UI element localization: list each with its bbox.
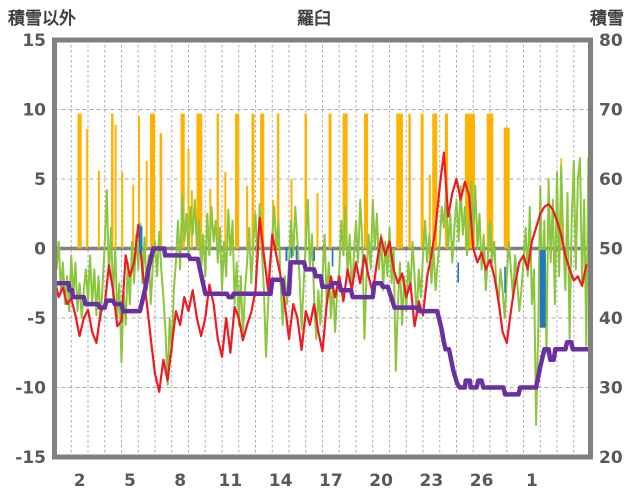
blue-precip-bar — [285, 247, 288, 262]
x-axis-tick: 17 — [319, 471, 343, 491]
snow-depth-line — [52, 246, 593, 397]
left-axis-tick: -15 — [15, 448, 46, 468]
blue-precip-bar — [139, 226, 143, 253]
orange-precip-bar — [328, 113, 332, 249]
orange-precip-bar — [149, 113, 155, 249]
orange-precip-bar — [180, 113, 185, 249]
right-axis-tick: 30 — [599, 379, 623, 399]
orange-precip-bar — [246, 185, 249, 249]
red-series-line — [53, 151, 588, 393]
orange-precip-bar — [464, 113, 475, 249]
right-axis-tick: 70 — [599, 101, 623, 121]
orange-precip-bar — [432, 113, 438, 249]
orange-precip-bar — [363, 113, 369, 249]
right-axis-tick: 80 — [599, 31, 623, 51]
orange-precip-bar — [486, 113, 494, 249]
orange-precip-bar — [138, 116, 141, 249]
orange-precip-bar — [420, 113, 424, 249]
orange-precip-bar — [145, 160, 148, 249]
orange-precip-bar — [224, 172, 227, 249]
left-axis-tick: 10 — [22, 101, 46, 121]
orange-precip-bar — [196, 113, 203, 249]
orange-precip-bar — [316, 192, 319, 249]
orange-precip-bar — [187, 148, 190, 249]
green-series-line — [53, 157, 590, 426]
left-axis-tick: 5 — [34, 170, 46, 190]
right-axis-title: 積雪 — [590, 9, 624, 29]
orange-precip-bar — [342, 113, 348, 249]
left-axis-tick: 15 — [22, 31, 46, 51]
right-axis-tick: 40 — [599, 309, 623, 329]
left-axis-tick: 0 — [34, 240, 46, 260]
x-axis-tick: 5 — [124, 471, 136, 491]
blue-precip-bar — [539, 249, 546, 328]
right-axis-tick: 50 — [599, 240, 623, 260]
orange-precip-bar — [251, 113, 255, 249]
left-axis-tick: -10 — [15, 379, 46, 399]
orange-precip-bar — [111, 113, 114, 249]
left-axis-title: 積雪以外 — [8, 9, 76, 29]
orange-precip-bar — [503, 127, 510, 249]
right-axis-tick: 20 — [599, 448, 623, 468]
orange-precip-bar — [97, 170, 100, 249]
orange-precip-bar — [408, 113, 411, 249]
orange-precip-bar — [159, 133, 163, 249]
orange-precip-bar — [276, 113, 280, 249]
orange-precip-bar — [132, 184, 135, 249]
blue-precip-bar — [504, 266, 506, 293]
blue-precip-bar — [313, 249, 315, 262]
x-axis-tick: 1 — [526, 471, 538, 491]
blue-precip-bar — [290, 247, 293, 259]
orange-precip-bar — [86, 128, 89, 249]
x-axis-tick: 23 — [420, 471, 444, 491]
x-axis-tick: 14 — [269, 471, 293, 491]
chart-title: 羅臼 — [297, 9, 331, 29]
x-axis-tick: 20 — [369, 471, 393, 491]
blue-precip-bar — [295, 245, 298, 264]
orange-precip-bar — [114, 124, 117, 249]
orange-precip-bar — [396, 113, 403, 249]
orange-precip-bar — [234, 113, 240, 249]
right-axis-tick: 60 — [599, 170, 623, 190]
blue-precip-bar — [331, 249, 334, 267]
plot-border — [52, 37, 593, 460]
orange-precip-bar — [428, 174, 431, 249]
blue-precip-bar — [457, 262, 460, 283]
left-axis-tick: -5 — [27, 309, 46, 329]
orange-precip-bar — [77, 113, 82, 249]
x-axis-tick: 8 — [174, 471, 186, 491]
orange-precip-bar — [216, 113, 220, 249]
orange-precip-bar — [290, 179, 293, 249]
x-axis-tick: 11 — [219, 471, 243, 491]
x-axis-tick: 26 — [470, 471, 494, 491]
orange-precip-bar — [121, 172, 124, 249]
orange-precip-bar — [260, 113, 265, 249]
x-axis-tick: 2 — [74, 471, 86, 491]
orange-precip-bar — [304, 113, 308, 249]
